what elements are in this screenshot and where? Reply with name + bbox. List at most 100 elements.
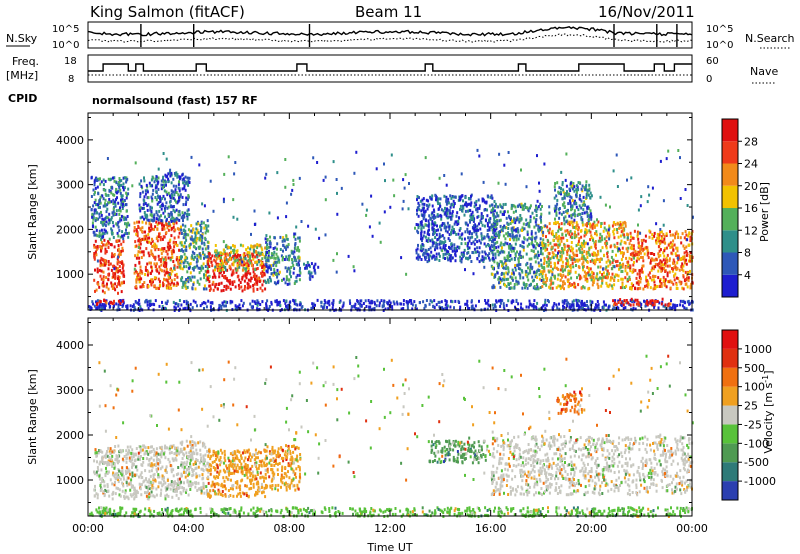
power-cell [467, 257, 470, 261]
power-cell [102, 204, 105, 208]
power-cell [653, 283, 656, 287]
power-cell [275, 300, 278, 304]
power-cell [114, 276, 117, 280]
power-cell [217, 283, 220, 286]
power-cell [205, 287, 208, 291]
power-cell [323, 303, 326, 306]
power-cell [536, 283, 538, 287]
power-cell [151, 218, 154, 222]
power-cell [140, 277, 143, 281]
power-cell [655, 300, 658, 303]
power-cell [492, 258, 495, 262]
power-cell [590, 194, 593, 198]
power-cell [493, 228, 495, 231]
power-cell [433, 306, 436, 309]
power-cell [121, 207, 124, 210]
power-cell [580, 199, 583, 203]
power-cell [444, 303, 447, 307]
power-cell [112, 198, 115, 202]
power-cell [134, 269, 137, 273]
power-cell [197, 222, 200, 226]
power-cell [94, 268, 96, 272]
power-cell [610, 255, 613, 259]
power-cell [515, 236, 518, 240]
power-cell [136, 231, 139, 235]
power-cell [143, 195, 146, 199]
power-cell [494, 202, 497, 206]
power-cell [606, 269, 609, 273]
power-cell [222, 262, 225, 266]
power-cell [184, 281, 187, 285]
power-cell [438, 252, 440, 256]
power-cell [441, 234, 444, 238]
power-cell [93, 179, 96, 183]
power-cell [620, 239, 623, 243]
power-cell [477, 228, 480, 232]
power-cell [531, 235, 534, 239]
power-cell [174, 302, 177, 306]
power-cell [501, 206, 504, 210]
power-cell [496, 261, 499, 265]
power-cell [616, 305, 619, 309]
noise-tick-top: 10^5 [52, 24, 79, 35]
power-cell [642, 247, 645, 251]
power-cell [179, 261, 182, 265]
power-cell [98, 215, 101, 219]
power-cell [95, 300, 97, 304]
power-cell [507, 244, 510, 248]
power-cell [571, 184, 574, 188]
power-cell [527, 305, 530, 309]
power-cell [516, 227, 519, 231]
power-cell [562, 304, 564, 308]
power-cell [120, 201, 123, 205]
power-cell [93, 230, 96, 234]
power-cell [207, 246, 210, 250]
power-cell [102, 258, 105, 262]
power-cell [213, 258, 216, 262]
power-cell [590, 217, 593, 221]
power-cell [597, 265, 600, 269]
power-cell [186, 279, 189, 283]
power-cell [288, 258, 291, 262]
cpid-text: normalsound (fast) 157 RF [92, 94, 258, 107]
power-cell [548, 262, 551, 266]
power-cell [562, 188, 565, 192]
power-cell [503, 210, 506, 214]
power-cell [192, 283, 195, 287]
power-cell [218, 256, 221, 260]
power-cell [185, 302, 188, 306]
power-cell [477, 254, 480, 258]
power-cell [145, 221, 148, 225]
power-cell [251, 254, 254, 258]
power-cell [423, 230, 426, 234]
power-cell [435, 303, 438, 307]
power-cell [519, 276, 522, 280]
power-cell [600, 284, 603, 288]
power-cell [450, 202, 453, 206]
power-cell [136, 220, 138, 224]
cpid-label: CPID [8, 92, 37, 105]
power-cell [510, 216, 512, 220]
power-cell [422, 208, 425, 212]
power-cell [154, 196, 157, 199]
power-cell [125, 209, 128, 213]
power-cell [431, 240, 434, 244]
power-cell [541, 307, 544, 311]
power-cell [237, 263, 240, 267]
power-cell [214, 244, 217, 247]
power-cell [476, 207, 479, 211]
power-cell [265, 253, 267, 257]
power-cell [460, 260, 463, 264]
power-cell [107, 267, 110, 271]
power-cell [619, 242, 622, 246]
power-cell [108, 237, 111, 241]
power-cell [557, 250, 560, 253]
power-cell [157, 195, 160, 199]
power-cell [454, 195, 457, 199]
power-cell [670, 280, 673, 284]
power-cell [571, 187, 574, 191]
power-cell [182, 229, 185, 233]
power-cell [151, 206, 153, 210]
power-cell [506, 242, 509, 246]
power-cell [417, 214, 420, 218]
